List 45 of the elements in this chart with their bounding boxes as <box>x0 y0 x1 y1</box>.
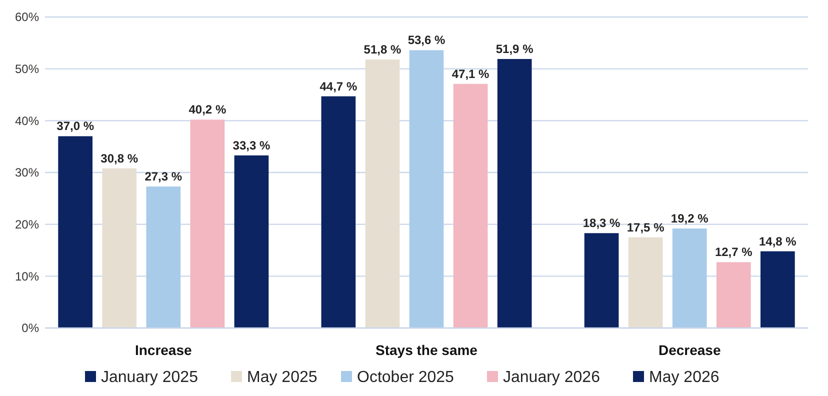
data-label: 44,7 % <box>320 79 358 94</box>
y-tick-label: 60% <box>14 10 40 24</box>
x-tick-label: Increase <box>134 342 192 358</box>
bar <box>234 155 269 328</box>
data-label: 18,3 % <box>582 216 621 230</box>
y-tick-label: 10% <box>14 269 40 284</box>
bar <box>146 186 181 328</box>
x-tick-label: Stays the same <box>376 342 478 358</box>
bar <box>628 237 663 328</box>
bar <box>453 84 488 328</box>
data-label: 17,5 % <box>626 220 665 234</box>
data-label: 19,2 % <box>670 211 709 226</box>
bar <box>760 251 795 328</box>
data-label: 47,1 % <box>452 66 490 81</box>
bar <box>672 228 707 328</box>
legend-label: May 2025 <box>247 369 318 386</box>
y-tick-label: 40% <box>14 114 40 128</box>
y-tick-label: 50% <box>14 62 40 76</box>
data-label: 51,8 % <box>364 42 402 57</box>
data-label: 12,7 % <box>714 245 753 260</box>
x-tick-label: Decrease <box>658 342 721 358</box>
data-label: 33,3 % <box>232 138 270 152</box>
bar <box>58 136 92 328</box>
data-label: 27,3 % <box>144 169 182 184</box>
data-label: 40,2 % <box>188 102 226 117</box>
bar <box>409 50 444 328</box>
data-label: 14,8 % <box>758 234 797 248</box>
legend-label: January 2026 <box>503 369 600 386</box>
data-label: 51,9 % <box>496 42 534 56</box>
data-label: 30,8 % <box>100 151 138 166</box>
bar <box>584 233 619 328</box>
y-tick-label: 20% <box>14 218 40 232</box>
bar <box>716 262 751 328</box>
y-tick-label: 0% <box>22 321 40 336</box>
legend-label: October 2025 <box>357 369 454 386</box>
data-label: 37,0 % <box>56 119 94 134</box>
bar <box>321 96 356 328</box>
bar <box>102 168 137 328</box>
legend-label: January 2025 <box>101 369 198 386</box>
data-label: 53,6 % <box>408 33 446 48</box>
y-tick-label: 30% <box>14 166 40 180</box>
bar <box>190 120 225 328</box>
bar <box>497 58 532 328</box>
legend-label: May 2026 <box>649 369 720 386</box>
bar <box>365 60 400 328</box>
